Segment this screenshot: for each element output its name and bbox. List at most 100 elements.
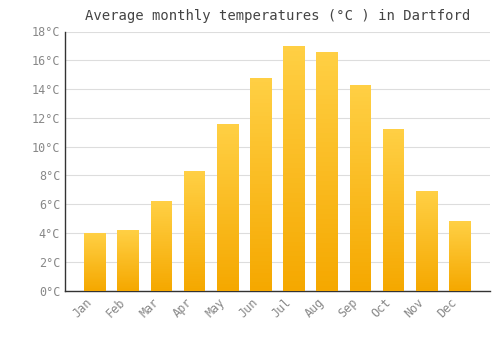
- Bar: [383, 258, 404, 261]
- Bar: [84, 241, 106, 242]
- Bar: [84, 274, 106, 275]
- Bar: [350, 122, 371, 126]
- Bar: [84, 248, 106, 249]
- Bar: [316, 138, 338, 142]
- Bar: [184, 207, 206, 209]
- Bar: [217, 217, 238, 220]
- Bar: [316, 224, 338, 229]
- Bar: [217, 214, 238, 217]
- Bar: [316, 243, 338, 247]
- Bar: [449, 231, 470, 232]
- Bar: [184, 176, 206, 178]
- Bar: [416, 215, 438, 217]
- Bar: [284, 61, 305, 65]
- Bar: [118, 281, 139, 282]
- Bar: [350, 216, 371, 221]
- Bar: [284, 100, 305, 105]
- Bar: [184, 250, 206, 252]
- Bar: [118, 237, 139, 239]
- Bar: [250, 175, 272, 180]
- Bar: [416, 269, 438, 271]
- Bar: [416, 265, 438, 267]
- Bar: [383, 268, 404, 271]
- Bar: [316, 271, 338, 276]
- Bar: [184, 267, 206, 269]
- Bar: [350, 196, 371, 200]
- Bar: [350, 225, 371, 229]
- Bar: [84, 289, 106, 290]
- Bar: [217, 134, 238, 137]
- Bar: [449, 257, 470, 259]
- Bar: [217, 244, 238, 247]
- Bar: [184, 243, 206, 245]
- Bar: [383, 155, 404, 158]
- Bar: [350, 278, 371, 282]
- Bar: [284, 202, 305, 207]
- Bar: [449, 241, 470, 242]
- Bar: [284, 124, 305, 129]
- Bar: [250, 193, 272, 197]
- Bar: [449, 238, 470, 239]
- Bar: [449, 251, 470, 252]
- Bar: [118, 241, 139, 242]
- Bar: [184, 188, 206, 190]
- Bar: [150, 250, 172, 251]
- Bar: [284, 149, 305, 154]
- Bar: [383, 194, 404, 197]
- Bar: [250, 269, 272, 273]
- Bar: [416, 259, 438, 261]
- Bar: [184, 224, 206, 226]
- Bar: [284, 51, 305, 56]
- Bar: [118, 267, 139, 269]
- Bar: [449, 273, 470, 274]
- Bar: [250, 261, 272, 265]
- Bar: [284, 271, 305, 276]
- Bar: [150, 216, 172, 217]
- Bar: [416, 239, 438, 241]
- Bar: [217, 230, 238, 234]
- Bar: [250, 90, 272, 94]
- Bar: [118, 261, 139, 263]
- Bar: [184, 171, 206, 174]
- Bar: [118, 287, 139, 288]
- Bar: [350, 134, 371, 138]
- Bar: [284, 154, 305, 159]
- Bar: [316, 147, 338, 152]
- Bar: [150, 205, 172, 206]
- Bar: [118, 253, 139, 254]
- Bar: [217, 260, 238, 264]
- Bar: [449, 279, 470, 281]
- Bar: [316, 56, 338, 61]
- Bar: [184, 259, 206, 262]
- Bar: [350, 130, 371, 134]
- Bar: [84, 288, 106, 289]
- Bar: [316, 133, 338, 138]
- Bar: [449, 270, 470, 271]
- Bar: [118, 282, 139, 283]
- Bar: [217, 224, 238, 227]
- Bar: [184, 279, 206, 281]
- Bar: [416, 247, 438, 249]
- Bar: [416, 243, 438, 245]
- Bar: [84, 255, 106, 256]
- Bar: [150, 230, 172, 232]
- Bar: [150, 269, 172, 271]
- Bar: [250, 82, 272, 86]
- Bar: [383, 158, 404, 162]
- Bar: [217, 274, 238, 277]
- Bar: [118, 289, 139, 290]
- Bar: [416, 221, 438, 223]
- Bar: [449, 263, 470, 264]
- Bar: [316, 229, 338, 233]
- Bar: [84, 263, 106, 264]
- Bar: [217, 251, 238, 254]
- Bar: [449, 278, 470, 279]
- Bar: [284, 65, 305, 70]
- Bar: [250, 137, 272, 141]
- Bar: [217, 207, 238, 210]
- Bar: [383, 149, 404, 152]
- Bar: [449, 277, 470, 278]
- Bar: [118, 271, 139, 272]
- Bar: [449, 256, 470, 257]
- Bar: [449, 260, 470, 261]
